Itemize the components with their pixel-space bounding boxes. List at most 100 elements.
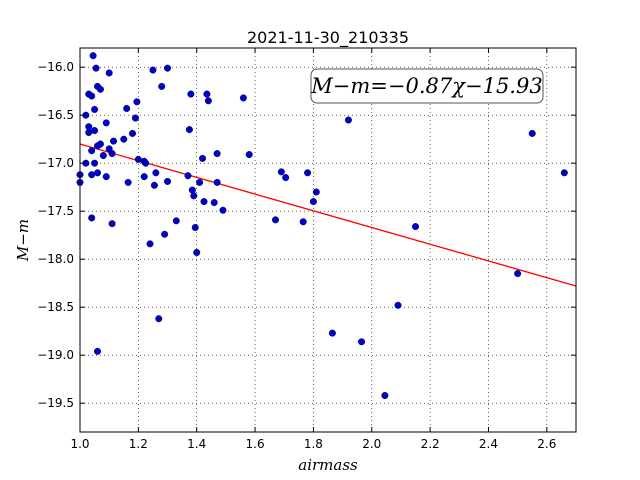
fit-equation-frame	[310, 68, 544, 104]
data-point	[102, 173, 110, 181]
data-point	[199, 154, 207, 162]
ticks	[79, 48, 576, 432]
x-tick-label: 2.6	[537, 437, 556, 451]
data-point	[88, 214, 96, 222]
data-point	[120, 135, 128, 143]
data-point	[88, 147, 96, 155]
data-point	[213, 150, 221, 158]
data-point	[131, 114, 139, 122]
data-point	[164, 177, 172, 185]
data-point	[204, 97, 212, 105]
data-point	[149, 66, 157, 74]
data-point	[219, 206, 227, 214]
data-point	[282, 174, 290, 182]
x-tick-label: 1.8	[304, 437, 323, 451]
data-point	[88, 171, 96, 179]
tick-labels: 1.0 1.2 1.4 1.6 1.8 2.0 2.2 2.4 2.6 −16.0 −16.5 −17…	[37, 60, 556, 451]
data-point	[105, 69, 113, 77]
data-point	[140, 173, 148, 181]
y-tick-label: −18.0	[37, 252, 74, 266]
data-point	[108, 220, 116, 228]
fit-equation-box: M−m=−0.87χ−15.93	[310, 68, 544, 104]
data-point	[85, 128, 93, 136]
data-point	[91, 127, 99, 135]
data-point	[304, 169, 312, 177]
data-point	[344, 116, 352, 124]
y-tick-label: −16.5	[37, 108, 74, 122]
y-axis-label: M−m	[14, 219, 32, 262]
data-point	[152, 169, 160, 177]
data-point	[191, 224, 199, 232]
data-point	[358, 338, 366, 346]
y-tick-label: −17.5	[37, 204, 74, 218]
data-point	[271, 216, 279, 224]
data-point	[164, 64, 172, 72]
data-point	[193, 248, 201, 256]
data-point	[299, 218, 307, 226]
data-point	[309, 198, 317, 206]
data-point	[172, 217, 180, 225]
data-point	[142, 159, 150, 167]
data-point	[133, 98, 141, 106]
data-point	[203, 90, 211, 98]
data-point	[196, 178, 204, 186]
y-tick-label: −18.5	[37, 300, 74, 314]
fit-equation-label: M−m=−0.87χ−15.93	[310, 74, 542, 98]
data-point	[88, 92, 96, 100]
data-point	[528, 129, 536, 137]
data-point	[96, 85, 104, 93]
data-point	[146, 240, 154, 248]
data-point	[124, 178, 132, 186]
data-point	[94, 169, 102, 177]
data-point	[110, 137, 118, 145]
y-tick-label: −17.0	[37, 156, 74, 170]
fit-line	[79, 143, 577, 287]
x-tick-label: 2.4	[479, 437, 498, 451]
data-point	[394, 301, 402, 309]
data-point	[91, 159, 99, 167]
data-point	[161, 230, 169, 238]
data-point	[185, 126, 193, 134]
data-point	[514, 270, 522, 278]
data-point	[102, 119, 110, 127]
data-point	[188, 186, 196, 194]
data-point	[150, 181, 158, 189]
data-point	[210, 199, 218, 207]
x-tick-label: 1.2	[129, 437, 148, 451]
plot-frame	[79, 47, 577, 433]
data-point	[245, 151, 253, 159]
chart-title: 2021-11-30_210335	[247, 28, 409, 48]
y-tick-label: −19.0	[37, 348, 74, 362]
x-axis-label: airmass	[298, 456, 358, 474]
data-point	[190, 192, 198, 200]
data-point	[91, 105, 99, 113]
data-point	[123, 104, 131, 112]
data-point	[134, 155, 142, 163]
data-point	[560, 169, 568, 177]
data-point	[187, 90, 195, 98]
x-tick-label: 2.0	[362, 437, 381, 451]
x-tick-label: 2.2	[421, 437, 440, 451]
data-point	[213, 178, 221, 186]
data-point	[99, 152, 107, 160]
data-point	[277, 168, 285, 176]
data-point	[92, 64, 100, 72]
y-tick-label: −16.0	[37, 60, 74, 74]
fit-line-group	[79, 143, 577, 287]
x-tick-label: 1.6	[246, 437, 265, 451]
data-point	[94, 347, 102, 355]
data-point	[184, 172, 192, 180]
data-point	[328, 329, 336, 337]
x-tick-label: 1.4	[187, 437, 206, 451]
x-tick-label: 1.0	[70, 437, 89, 451]
data-point	[200, 198, 208, 206]
data-point	[312, 188, 320, 196]
data-point	[96, 140, 104, 148]
data-point	[108, 150, 116, 158]
y-tick-label: −19.5	[37, 396, 74, 410]
data-point	[129, 129, 137, 137]
grid	[79, 48, 576, 432]
data-points	[76, 52, 568, 400]
data-point	[381, 392, 389, 400]
